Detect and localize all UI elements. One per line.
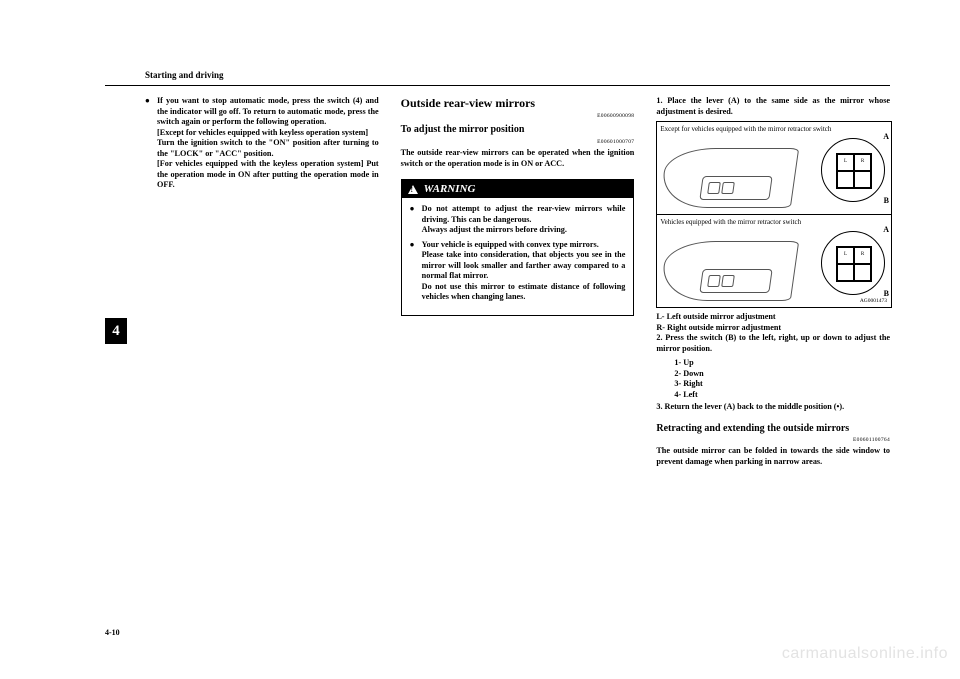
selector-closeup: LR [821,138,885,202]
subsection-heading: Retracting and extending the outside mir… [656,423,890,436]
watermark: carmanualsonline.info [782,645,948,663]
bullet-mark: ● [410,240,417,303]
note-body-2: [For vehicles equipped with the keyless … [157,159,379,189]
selector-grid: LR [836,153,872,189]
direction-list: 1- Up 2- Down 3- Right 4- Left [674,358,890,400]
columns: ● If you want to stop automatic mode, pr… [145,96,890,619]
ref-code: E00601100764 [656,437,890,444]
subsection-heading: To adjust the mirror position [401,124,635,137]
step-3: 3. Return the lever (A) back to the midd… [656,402,890,413]
warning-body: ● Do not attempt to adjust the rear-view… [402,198,634,315]
label-b: B [884,196,889,206]
illustration-caption: Except for vehicles equipped with the mi… [660,125,888,134]
ref-code: E00601000707 [401,139,635,146]
note-body: Turn the ignition switch to the "ON" pos… [157,138,379,158]
bullet-text: If you want to stop automatic mode, pres… [157,96,379,126]
selector-grid: LR [836,246,872,282]
body-text: The outside mirror can be folded in towa… [656,446,890,467]
warning-icon [408,185,418,194]
warning-label: WARNING [424,182,476,196]
section-heading: Outside rear-view mirrors [401,96,635,111]
illustration-bottom: Vehicles equipped with the mirror retrac… [657,215,891,307]
legend-line: R- Right outside mirror adjustment [656,323,890,334]
direction-item: 4- Left [674,390,890,401]
legend: L- Left outside mirror adjustment R- Rig… [656,312,890,333]
bullet-mark: ● [145,96,152,191]
running-head: Starting and driving [145,70,224,80]
page-number: 4-10 [105,628,120,637]
illustration-caption: Vehicles equipped with the mirror retrac… [660,218,888,227]
warning-item: Do not attempt to adjust the rear-view m… [422,204,626,236]
label-a: A [883,132,889,142]
illustration-top: Except for vehicles equipped with the mi… [657,122,891,215]
warning-title: WARNING [402,180,634,198]
label-a: A [883,225,889,235]
illustration-frame: Except for vehicles equipped with the mi… [656,121,892,308]
column-2: Outside rear-view mirrors E00600900098 T… [401,96,635,619]
direction-item: 2- Down [674,369,890,380]
top-rule [105,85,890,86]
part-code: AG0001473 [860,298,887,305]
switch-plate-drawing [700,176,773,200]
selector-closeup: LR [821,231,885,295]
column-3: 1. Place the lever (A) to the same side … [656,96,890,619]
body-text: The outside rear-view mirrors can be ope… [401,148,635,169]
chapter-tab: 4 [105,318,127,344]
manual-page: Starting and driving 4 4-10 carmanualson… [0,0,960,679]
warning-item: Your vehicle is equipped with convex typ… [422,240,626,303]
warning-box: WARNING ● Do not attempt to adjust the r… [401,179,635,316]
bullet-mark: ● [410,204,417,236]
bullet-body: If you want to stop automatic mode, pres… [157,96,379,191]
switch-plate-drawing [700,269,773,293]
direction-item: 3- Right [674,379,890,390]
note-heading: [Except for vehicles equipped with keyle… [157,128,368,137]
bullet-item: ● If you want to stop automatic mode, pr… [145,96,379,191]
step-1: 1. Place the lever (A) to the same side … [656,96,890,117]
step-2: 2. Press the switch (B) to the left, rig… [656,333,890,354]
ref-code: E00600900098 [401,113,635,120]
column-1: ● If you want to stop automatic mode, pr… [145,96,379,619]
legend-line: L- Left outside mirror adjustment [656,312,890,323]
direction-item: 1- Up [674,358,890,369]
